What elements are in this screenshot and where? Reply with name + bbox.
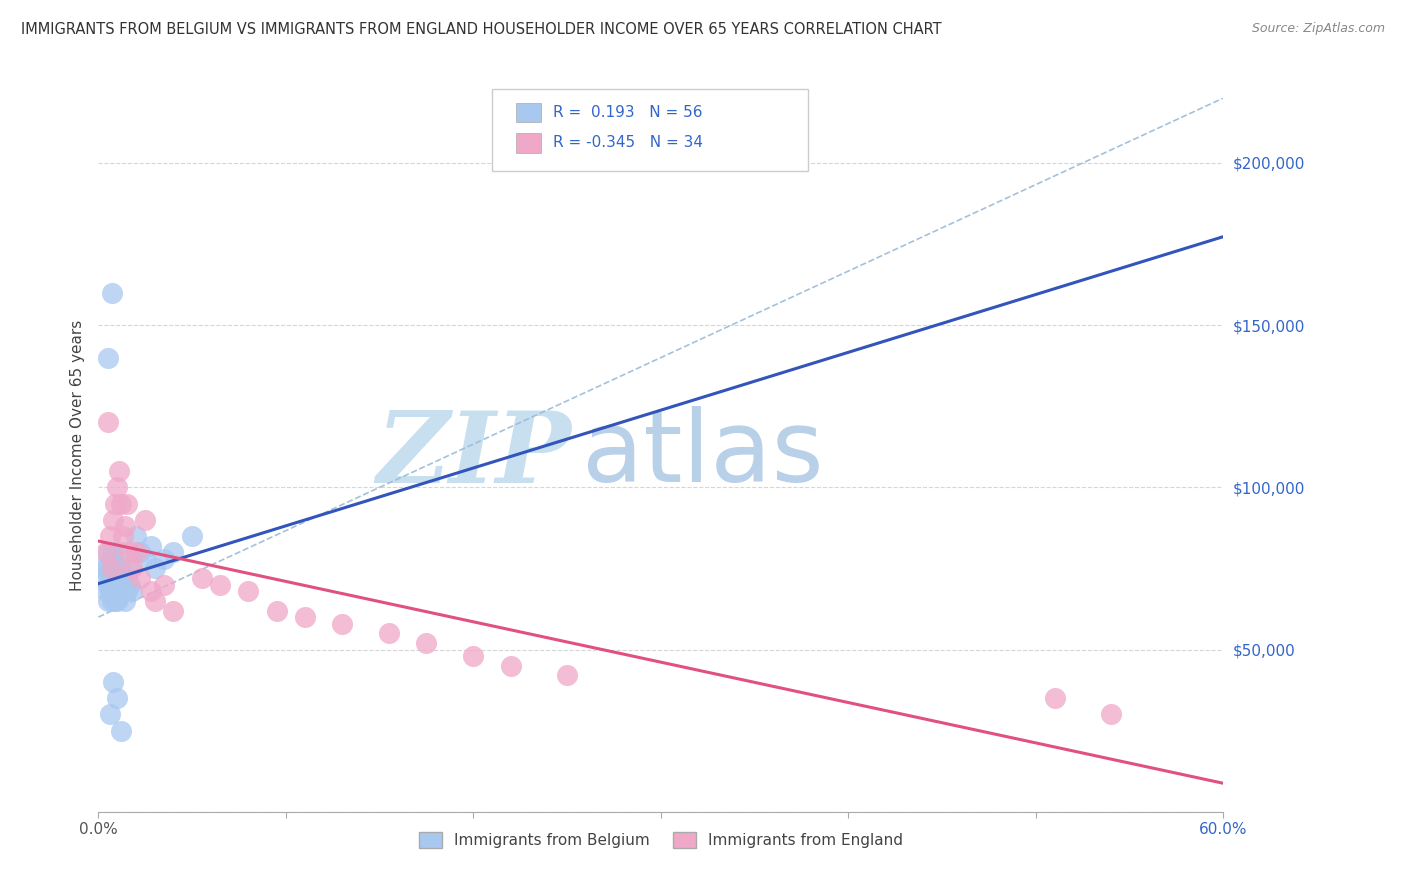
Point	[108, 464, 131, 478]
Point	[103, 675, 125, 690]
Point	[98, 707, 121, 722]
Point	[330, 616, 353, 631]
Point	[128, 545, 150, 559]
Point	[94, 584, 117, 599]
Point	[110, 561, 132, 575]
Point	[125, 545, 148, 559]
Point	[114, 584, 136, 599]
Y-axis label: Householder Income Over 65 years: Householder Income Over 65 years	[69, 319, 84, 591]
Point	[115, 584, 138, 599]
Point	[97, 577, 120, 591]
Point	[104, 571, 127, 585]
Point	[415, 636, 437, 650]
Point	[117, 545, 139, 559]
Text: Source: ZipAtlas.com: Source: ZipAtlas.com	[1251, 22, 1385, 36]
Text: ZIP: ZIP	[375, 407, 571, 503]
Point	[100, 551, 122, 566]
Point	[555, 668, 578, 682]
Point	[143, 594, 166, 608]
Point	[108, 561, 131, 575]
Point	[105, 571, 128, 585]
Text: IMMIGRANTS FROM BELGIUM VS IMMIGRANTS FROM ENGLAND HOUSEHOLDER INCOME OVER 65 YE: IMMIGRANTS FROM BELGIUM VS IMMIGRANTS FR…	[21, 22, 942, 37]
Point	[103, 513, 125, 527]
Point	[110, 584, 132, 599]
Point	[94, 561, 117, 575]
Point	[103, 584, 125, 599]
Point	[105, 691, 128, 706]
Point	[108, 584, 131, 599]
Text: R = -0.345   N = 34: R = -0.345 N = 34	[553, 136, 703, 150]
Point	[266, 604, 288, 618]
Point	[153, 551, 176, 566]
Point	[103, 561, 125, 575]
Point	[121, 584, 143, 599]
Point	[294, 610, 316, 624]
Point	[181, 529, 204, 543]
Point	[108, 577, 131, 591]
Point	[238, 584, 260, 599]
Point	[97, 594, 120, 608]
Point	[98, 561, 121, 575]
Point	[100, 285, 122, 300]
Point	[104, 584, 127, 599]
Point	[143, 561, 166, 575]
Point	[115, 497, 138, 511]
Point	[162, 545, 184, 559]
Point	[463, 648, 485, 663]
Point	[94, 545, 117, 559]
Point	[100, 577, 122, 591]
Point	[98, 529, 121, 543]
Point	[105, 584, 128, 599]
Point	[97, 416, 120, 430]
Point	[378, 626, 401, 640]
Point	[103, 545, 125, 559]
Point	[134, 551, 156, 566]
Point	[115, 571, 138, 585]
Point	[105, 577, 128, 591]
Point	[114, 519, 136, 533]
Point	[105, 561, 128, 575]
Point	[117, 561, 139, 575]
Point	[108, 545, 131, 559]
Point	[110, 571, 132, 585]
Point	[97, 351, 120, 365]
Point	[98, 571, 121, 585]
Point	[162, 604, 184, 618]
Point	[125, 529, 148, 543]
Point	[209, 577, 232, 591]
Point	[139, 539, 162, 553]
Point	[105, 594, 128, 608]
Text: R =  0.193   N = 56: R = 0.193 N = 56	[553, 105, 702, 120]
Point	[111, 577, 134, 591]
Point	[93, 571, 115, 585]
Point	[128, 571, 150, 585]
Point	[104, 594, 127, 608]
Point	[111, 529, 134, 543]
Point	[111, 571, 134, 585]
Point	[110, 723, 132, 738]
Point	[91, 561, 114, 575]
Point	[120, 577, 142, 591]
Point	[134, 513, 156, 527]
Point	[97, 545, 120, 559]
Text: atlas: atlas	[582, 407, 824, 503]
Point	[104, 497, 127, 511]
Point	[110, 497, 132, 511]
Point	[114, 594, 136, 608]
Point	[139, 584, 162, 599]
Point	[100, 561, 122, 575]
Point	[98, 584, 121, 599]
Point	[103, 571, 125, 585]
Point	[105, 480, 128, 494]
Point	[121, 561, 143, 575]
Point	[499, 658, 522, 673]
Point	[1043, 691, 1066, 706]
Point	[153, 577, 176, 591]
Point	[1099, 707, 1122, 722]
Point	[100, 594, 122, 608]
Legend: Immigrants from Belgium, Immigrants from England: Immigrants from Belgium, Immigrants from…	[413, 826, 908, 854]
Point	[190, 571, 212, 585]
Point	[104, 577, 127, 591]
